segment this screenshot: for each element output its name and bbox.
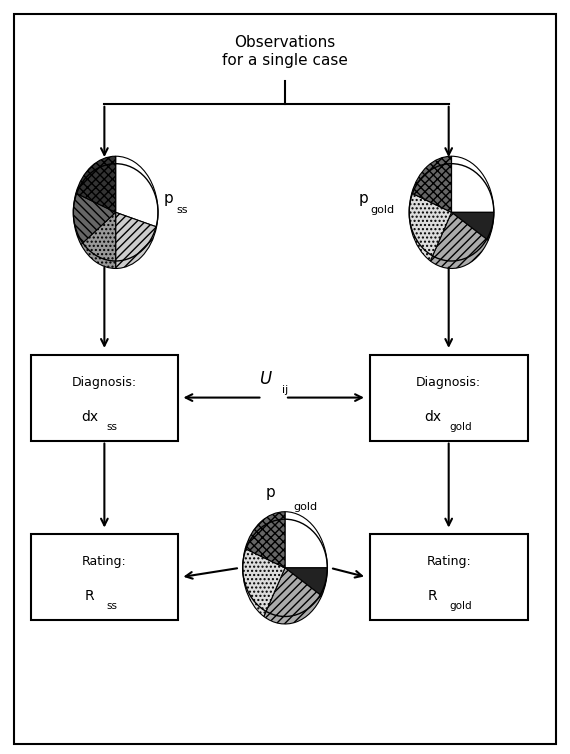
Text: p: p	[164, 192, 173, 207]
Wedge shape	[264, 568, 321, 624]
Text: ss: ss	[107, 602, 117, 611]
Wedge shape	[409, 193, 451, 261]
Text: gold: gold	[450, 421, 473, 432]
Text: ss: ss	[107, 421, 117, 432]
Wedge shape	[451, 156, 494, 213]
Text: R: R	[85, 589, 95, 603]
Text: U: U	[259, 370, 271, 388]
Wedge shape	[81, 213, 116, 268]
Text: ij: ij	[282, 385, 288, 395]
Text: Observations
for a single case: Observations for a single case	[222, 35, 348, 68]
Text: dx: dx	[81, 409, 98, 424]
Wedge shape	[430, 213, 488, 268]
Text: dx: dx	[424, 409, 441, 424]
Text: gold: gold	[371, 205, 395, 215]
Wedge shape	[245, 512, 285, 568]
Text: Rating:: Rating:	[426, 555, 471, 569]
Wedge shape	[451, 213, 494, 241]
Text: gold: gold	[294, 501, 317, 512]
Wedge shape	[116, 213, 157, 268]
Text: R: R	[428, 589, 438, 603]
Bar	[31, 534, 178, 621]
Wedge shape	[116, 156, 158, 227]
Text: p: p	[359, 192, 368, 207]
Text: ss: ss	[176, 205, 188, 215]
Wedge shape	[412, 156, 451, 213]
Text: Diagnosis:: Diagnosis:	[416, 375, 481, 388]
Wedge shape	[76, 156, 116, 213]
Wedge shape	[285, 512, 327, 568]
Wedge shape	[285, 568, 327, 596]
Wedge shape	[74, 193, 116, 244]
Wedge shape	[243, 549, 285, 617]
Text: gold: gold	[450, 602, 473, 611]
Text: Diagnosis:: Diagnosis:	[72, 375, 137, 388]
Bar	[370, 354, 528, 440]
Bar	[31, 354, 178, 440]
Bar	[370, 534, 528, 621]
Text: p: p	[266, 486, 276, 501]
Text: Rating:: Rating:	[82, 555, 127, 569]
